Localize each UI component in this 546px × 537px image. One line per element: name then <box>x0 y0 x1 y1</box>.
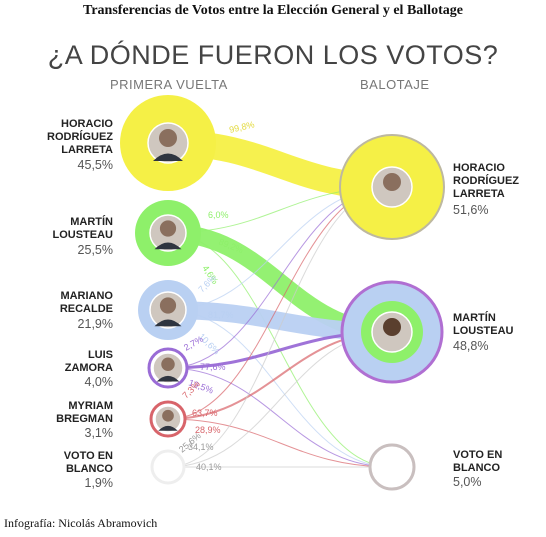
runoff-pct-blanco: 5,0% <box>453 475 482 489</box>
avatar-head-bregman <box>162 409 174 422</box>
main-title: ¿A DÓNDE FUERON LOS VOTOS? <box>47 40 499 70</box>
left-column-heading: PRIMERA VUELTA <box>110 77 228 92</box>
avatar-body-zamora <box>156 375 180 382</box>
right-column-heading: BALOTAJE <box>360 77 430 92</box>
first-round-name-blanco: VOTO EN BLANCO <box>63 450 113 475</box>
flow-label-zamora-lousteau: 77,6% <box>200 362 226 372</box>
runoff-name-larreta: HORACIO RODRÍGUEZ LARRETA <box>453 162 519 200</box>
runoff-pct-lousteau: 48,8% <box>453 339 489 353</box>
avatar-head-lousteau <box>159 220 177 237</box>
avatar-head-larreta <box>159 129 177 147</box>
flow-label-lousteau-larreta: 6,0% <box>208 210 229 220</box>
first-round-name-bregman: MYRIAM BREGMAN <box>56 400 113 425</box>
flow-label-zamora-larreta: 2,7% <box>182 334 205 353</box>
runoff-pct-larreta: 51,6% <box>453 203 489 217</box>
first-round-pct-bregman: 3,1% <box>84 426 114 440</box>
avatar-head-recalde <box>159 297 177 314</box>
first-round-pct-lousteau: 25,5% <box>77 243 113 257</box>
flow-bregman-to-blanco <box>167 418 393 468</box>
avatar-runoff-head-lousteau <box>383 318 401 336</box>
first-round-name-lousteau: MARTÍN LOUSTEAU <box>52 216 114 241</box>
first-round-pct-blanco: 1,9% <box>84 476 114 490</box>
avatar-head-zamora <box>161 357 175 371</box>
first-round-pct-larreta: 45,5% <box>77 158 113 172</box>
node-runoff-blanco <box>368 443 416 491</box>
figure-title: Transferencias de Votos entre la Elecció… <box>83 3 463 18</box>
avatar-runoff-head-larreta <box>383 173 401 191</box>
node-first-round-blanco <box>150 449 186 485</box>
avatar-body-lousteau <box>154 242 182 250</box>
avatar-body-bregman <box>158 425 178 431</box>
flow-label-recalde-lousteau: 81,7% <box>208 310 234 320</box>
first-round-name-larreta: HORACIO RODRÍGUEZ LARRETA <box>47 118 113 156</box>
flow-zamora-to-blanco <box>167 367 393 468</box>
avatar-body-larreta <box>153 153 183 161</box>
flow-label-larreta-larreta: 99,8% <box>228 119 255 134</box>
flow-label-blanco-lousteau: 34,1% <box>188 442 214 452</box>
flow-label-bregman-lousteau: 63,7% <box>192 408 218 418</box>
flow-label-bregman-blanco: 28,9% <box>195 425 221 435</box>
first-round-name-zamora: LUIS ZAMORA <box>64 349 113 374</box>
flow-recalde-to-blanco <box>167 309 393 468</box>
first-round-name-recalde: MARIANO RECALDE <box>59 290 113 315</box>
first-round-pct-zamora: 4,0% <box>84 375 114 389</box>
first-round-pct-recalde: 21,9% <box>77 317 113 331</box>
avatar-body-recalde <box>154 319 182 327</box>
runoff-name-blanco: VOTO EN BLANCO <box>453 449 503 474</box>
credit: Infografía: Nicolás Abramovich <box>4 516 158 530</box>
runoff-name-lousteau: MARTÍN LOUSTEAU <box>453 312 514 337</box>
flow-label-blanco-blanco: 40,1% <box>196 462 222 472</box>
